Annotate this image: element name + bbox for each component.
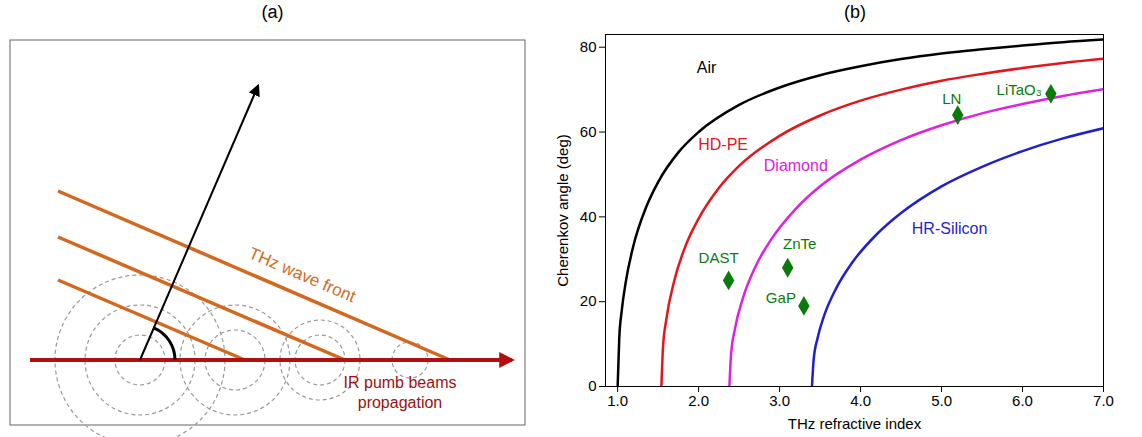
svg-text:80: 80: [580, 38, 597, 55]
svg-text:HD-PE: HD-PE: [698, 136, 748, 153]
svg-text:propagation: propagation: [358, 394, 443, 411]
svg-text:60: 60: [580, 123, 597, 140]
svg-text:GaP: GaP: [766, 289, 796, 306]
svg-text:7.0: 7.0: [1093, 392, 1114, 409]
svg-text:1.0: 1.0: [607, 392, 628, 409]
svg-text:3.0: 3.0: [769, 392, 790, 409]
svg-text:HR-Silicon: HR-Silicon: [912, 220, 988, 237]
svg-text:Diamond: Diamond: [764, 157, 828, 174]
svg-text:5.0: 5.0: [931, 392, 952, 409]
html-text:(a): (a): [261, 2, 284, 22]
svg-text:IR pumb beams: IR pumb beams: [344, 374, 457, 391]
svg-text:DAST: DAST: [699, 249, 739, 266]
svg-text:40: 40: [580, 208, 597, 225]
svg-text:LiTaO₃: LiTaO₃: [997, 81, 1042, 98]
svg-text:Cherenkov angle (deg): Cherenkov angle (deg): [554, 134, 571, 287]
svg-text:4.0: 4.0: [850, 392, 871, 409]
svg-text:LN: LN: [942, 90, 961, 107]
html-text:(b): (b): [844, 2, 866, 22]
svg-text:6.0: 6.0: [1012, 392, 1033, 409]
svg-text:Air: Air: [697, 59, 717, 76]
svg-text:0: 0: [588, 377, 596, 394]
svg-text:THz refractive index: THz refractive index: [788, 415, 922, 432]
svg-text:ZnTe: ZnTe: [783, 235, 816, 252]
svg-text:2.0: 2.0: [688, 392, 709, 409]
svg-text:20: 20: [580, 292, 597, 309]
svg-text:THz wave front: THz wave front: [246, 244, 359, 307]
